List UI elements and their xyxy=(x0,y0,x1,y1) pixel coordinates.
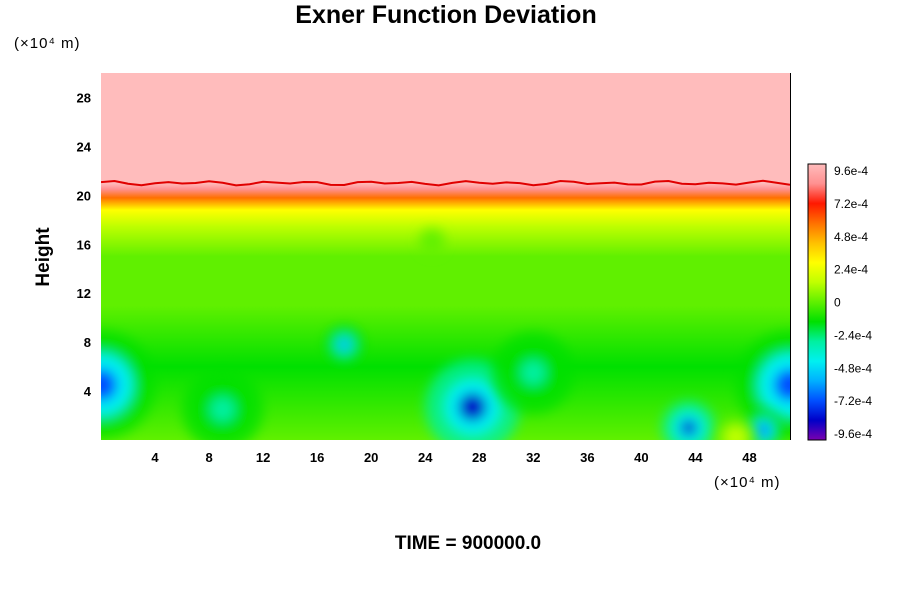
colorbar-label-5: -2.4e-4 xyxy=(834,328,872,342)
colorbar-label-6: -4.8e-4 xyxy=(834,361,872,375)
x-tick-36: 36 xyxy=(580,450,594,465)
anomaly-3 xyxy=(323,324,365,365)
y-tick-8: 8 xyxy=(84,335,91,350)
x-tick-32: 32 xyxy=(526,450,540,465)
anomaly-6 xyxy=(182,368,264,440)
x-tick-4: 4 xyxy=(151,450,159,465)
chart-title: Exner Function Deviation xyxy=(295,1,596,29)
y-tick-24: 24 xyxy=(77,139,92,154)
anomaly-1 xyxy=(735,330,790,439)
x-tick-20: 20 xyxy=(364,450,378,465)
y-axis-label: Height xyxy=(33,227,54,287)
x-tick-44: 44 xyxy=(688,450,703,465)
x-tick-24: 24 xyxy=(418,450,433,465)
anomaly-9 xyxy=(715,417,757,440)
y-axis-unit: (×10⁴ m) xyxy=(14,35,81,52)
anomaly-0 xyxy=(101,330,156,439)
colorbar-label-1: 7.2e-4 xyxy=(834,197,868,211)
x-tick-16: 16 xyxy=(310,450,324,465)
x-tick-48: 48 xyxy=(742,450,756,465)
colorbar-label-4: 0 xyxy=(834,296,841,310)
colorbar-label-8: -9.6e-4 xyxy=(834,427,872,441)
y-tick-28: 28 xyxy=(77,90,91,105)
colorbar xyxy=(807,163,827,441)
x-tick-12: 12 xyxy=(256,450,270,465)
colorbar-label-2: 4.8e-4 xyxy=(834,230,868,244)
y-tick-20: 20 xyxy=(77,188,91,203)
x-tick-8: 8 xyxy=(205,450,212,465)
colorbar-label-3: 2.4e-4 xyxy=(834,263,868,277)
x-tick-40: 40 xyxy=(634,450,648,465)
colorbar-label-0: 9.6e-4 xyxy=(834,164,868,178)
x-tick-labels: 4 8 12 16 20 24 28 32 36 40 44 48 xyxy=(151,450,756,465)
colorbar-label-7: -7.2e-4 xyxy=(834,394,872,408)
y-tick-16: 16 xyxy=(77,237,91,252)
y-tick-12: 12 xyxy=(77,286,91,301)
anomaly-4 xyxy=(661,400,716,440)
time-label: TIME = 900000.0 xyxy=(395,533,541,554)
red-band-edge xyxy=(101,179,790,187)
x-tick-28: 28 xyxy=(472,450,486,465)
anomaly-7 xyxy=(492,332,574,414)
field-features xyxy=(101,228,790,440)
x-axis-unit: (×10⁴ m) xyxy=(714,474,781,491)
y-tick-labels: 4 8 12 16 20 24 28 xyxy=(77,90,92,399)
y-tick-4: 4 xyxy=(84,384,92,399)
plot-area xyxy=(101,73,790,440)
colorbar-labels: 9.6e-4 7.2e-4 4.8e-4 2.4e-4 0 -2.4e-4 -4.8e-4 -… xyxy=(834,164,872,441)
anomaly-8 xyxy=(418,228,446,256)
